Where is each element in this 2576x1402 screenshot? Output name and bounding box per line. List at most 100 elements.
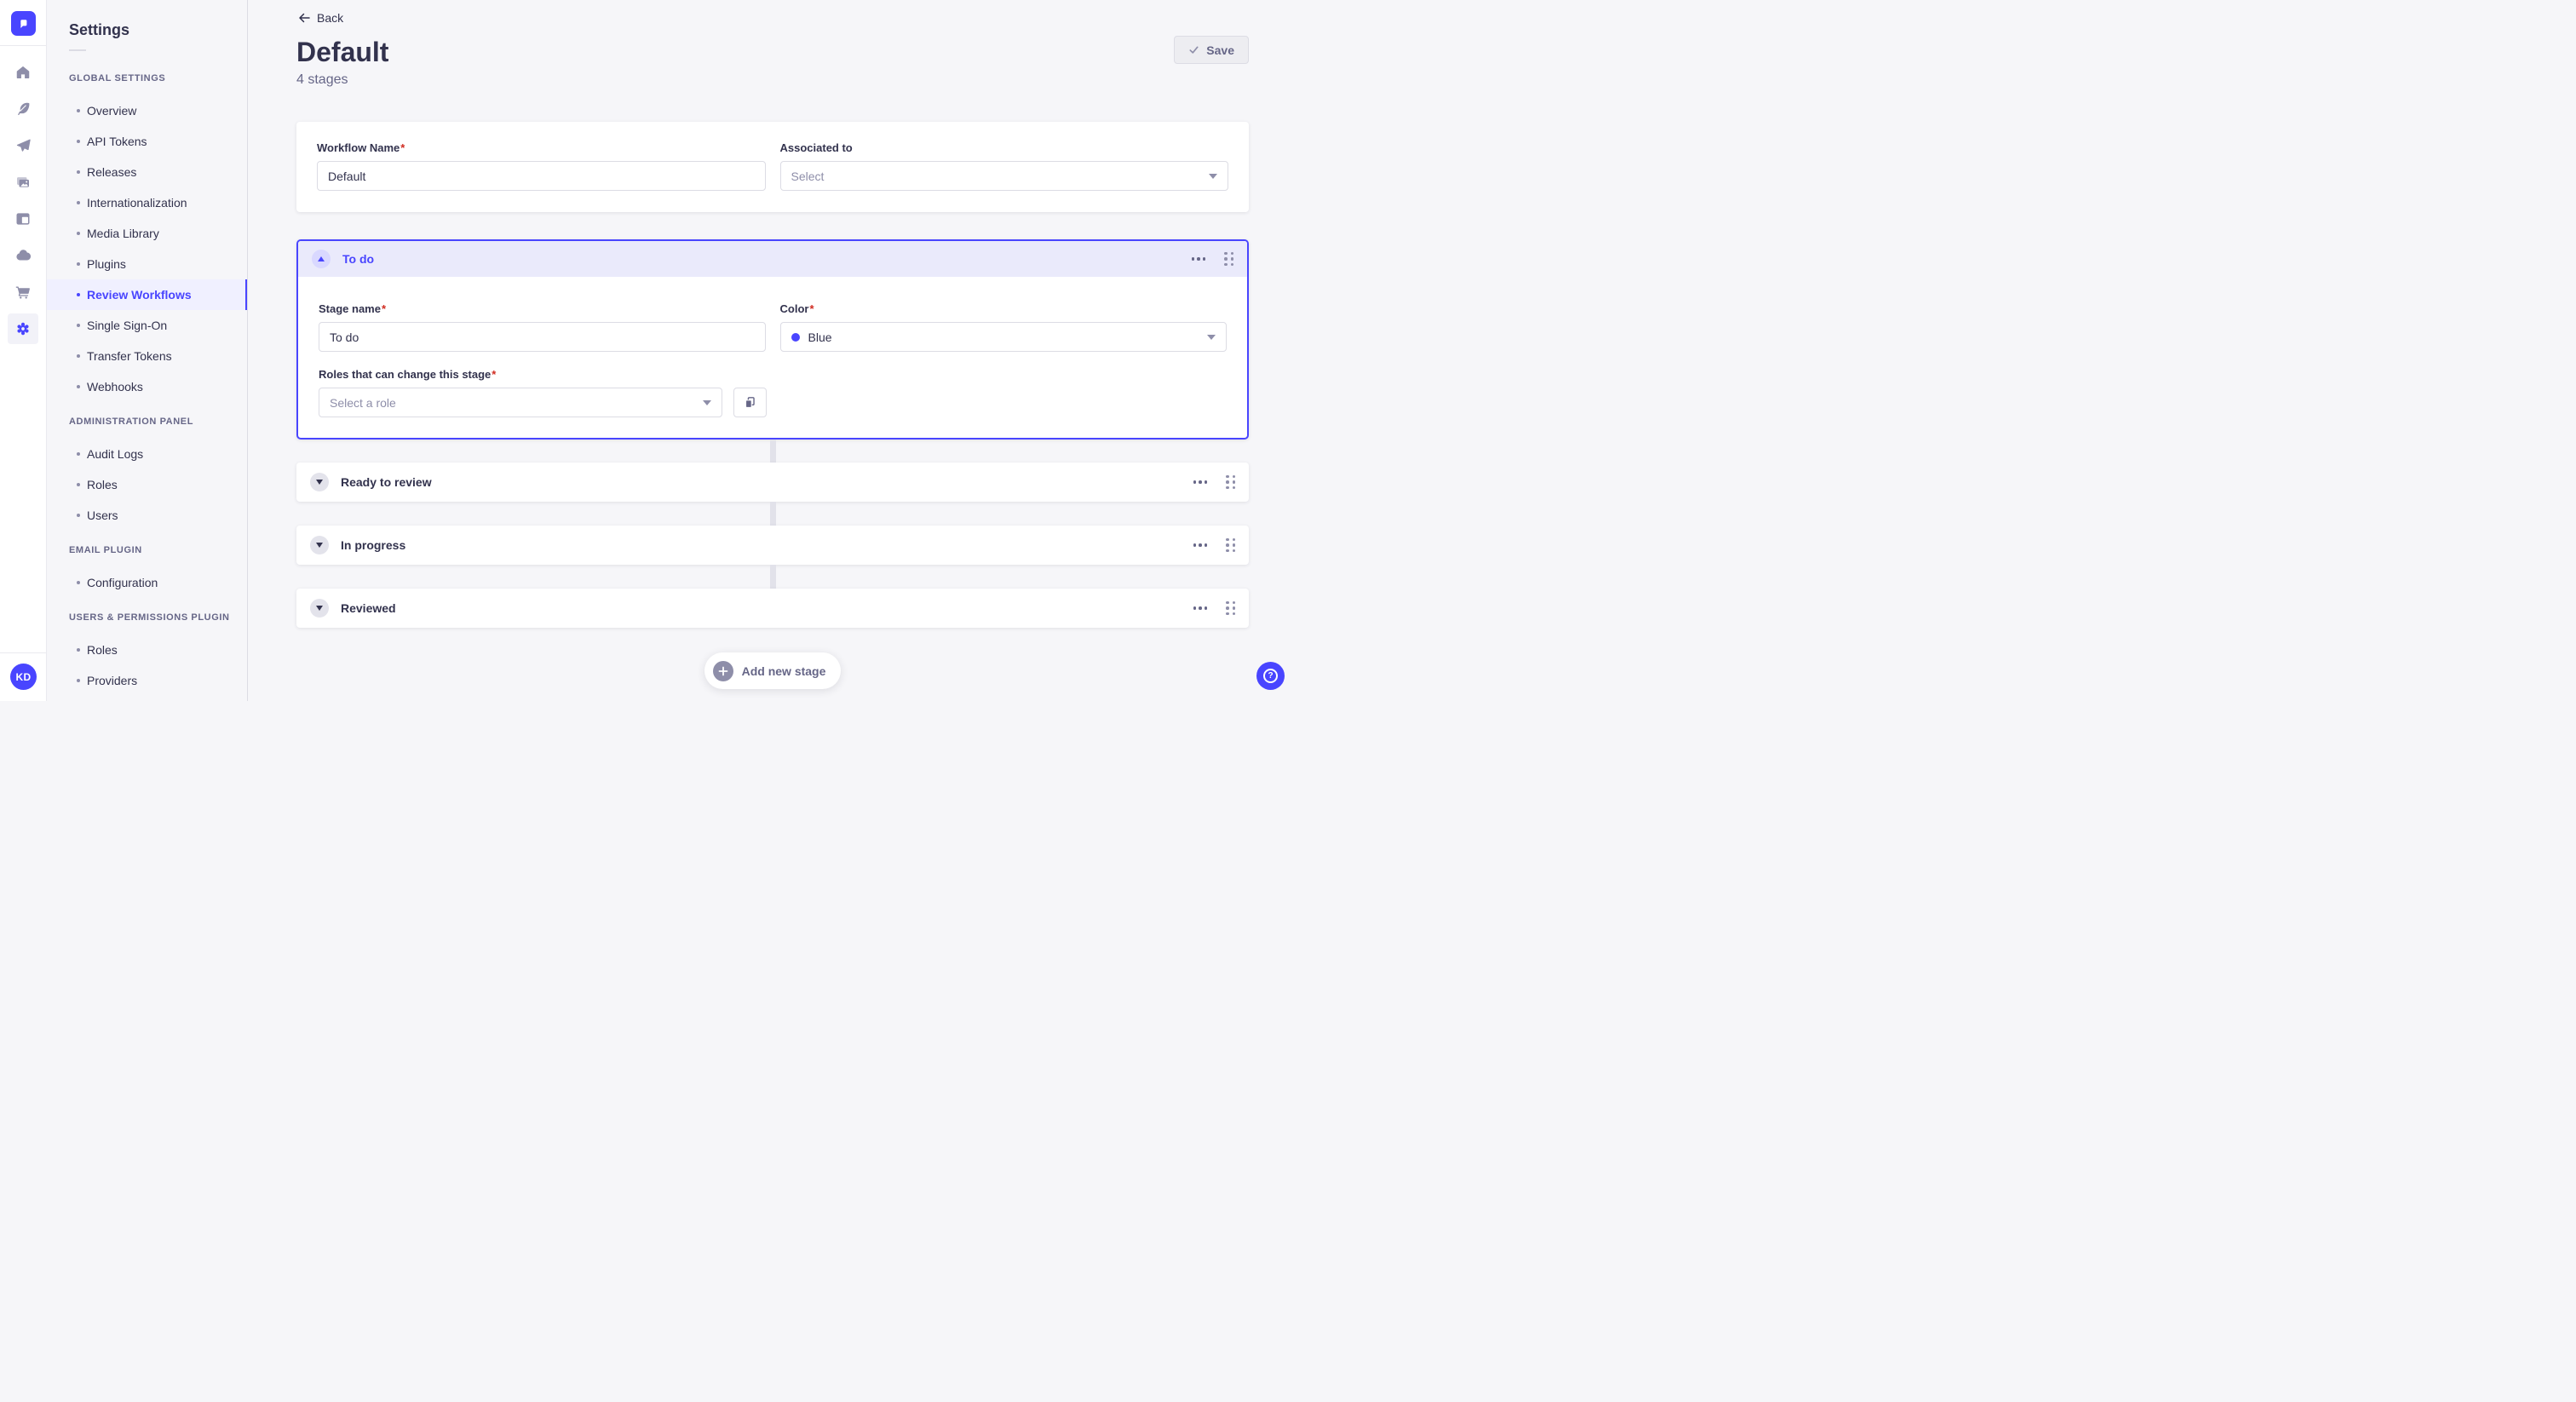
cloud-icon[interactable] xyxy=(8,240,38,271)
sidebar-item-label: Releases xyxy=(87,165,137,179)
sidebar-item-admin-roles[interactable]: Roles xyxy=(47,469,247,500)
sidebar-item-label: Users xyxy=(87,509,118,522)
sidebar-item-single-sign-on[interactable]: Single Sign-On xyxy=(47,310,247,341)
back-link[interactable]: Back xyxy=(296,9,343,27)
cart-icon[interactable] xyxy=(8,277,38,307)
chevron-down-icon xyxy=(316,543,323,548)
sidebar-item-media-library[interactable]: Media Library xyxy=(47,218,247,249)
workflow-editor: Workflow Name* Associated to Select xyxy=(296,122,1249,689)
stage-name-label: Stage name * xyxy=(319,302,387,315)
stage-card-in-progress[interactable]: In progress xyxy=(296,526,1249,565)
sidebar-item-label: Configuration xyxy=(87,576,158,589)
collapse-stage-button[interactable] xyxy=(312,250,331,268)
feather-icon[interactable] xyxy=(8,94,38,124)
sidebar-item-review-workflows[interactable]: Review Workflows xyxy=(47,279,247,310)
associated-to-select[interactable]: Select xyxy=(779,161,1228,191)
sidebar-item-api-tokens[interactable]: API Tokens xyxy=(47,126,247,157)
bullet-icon xyxy=(77,385,80,388)
stage-roles-field: Roles that can change this stage * Select… xyxy=(319,368,767,417)
bullet-icon xyxy=(77,679,80,682)
chevron-up-icon xyxy=(318,256,325,261)
bullet-icon xyxy=(77,354,80,358)
main-content: Back Default 4 stages Save Workflow Name… xyxy=(248,0,1288,701)
duplicate-roles-button[interactable] xyxy=(733,388,767,417)
sidebar-item-providers[interactable]: Providers xyxy=(47,665,247,696)
sidebar-item-configuration[interactable]: Configuration xyxy=(47,567,247,598)
required-marker: * xyxy=(492,368,497,381)
stage-card-reviewed[interactable]: Reviewed xyxy=(296,589,1249,628)
stage-card-ready-to-review[interactable]: Ready to review xyxy=(296,463,1249,502)
gear-icon[interactable] xyxy=(8,313,38,344)
workflow-name-field: Workflow Name * xyxy=(317,141,766,192)
home-icon[interactable] xyxy=(8,57,38,88)
sidebar-item-plugins[interactable]: Plugins xyxy=(47,249,247,279)
select-placeholder: Select a role xyxy=(330,395,396,410)
stage-list: To do Stage name * xyxy=(296,239,1249,689)
chevron-down-icon xyxy=(316,606,323,611)
add-new-stage-label: Add new stage xyxy=(741,664,826,678)
section-global-settings: GLOBAL SETTINGS Overview API Tokens Rele… xyxy=(47,73,247,402)
section-administration-panel: ADMINISTRATION PANEL Audit Logs Roles Us… xyxy=(47,417,247,531)
strapi-logo[interactable] xyxy=(10,11,36,36)
required-marker: * xyxy=(381,302,387,315)
bullet-icon xyxy=(77,514,80,517)
save-button[interactable]: Save xyxy=(1174,36,1249,64)
back-arrow-icon xyxy=(299,13,310,23)
color-select[interactable]: Blue xyxy=(779,322,1227,352)
section-email-plugin: EMAIL PLUGIN Configuration xyxy=(47,545,247,598)
sidebar-item-up-roles[interactable]: Roles xyxy=(47,635,247,665)
sidebar-item-transfer-tokens[interactable]: Transfer Tokens xyxy=(47,341,247,371)
rail-footer-divider xyxy=(0,652,46,653)
chevron-down-icon xyxy=(1207,334,1216,340)
stage-name-input[interactable] xyxy=(319,322,766,352)
color-label: Color * xyxy=(779,302,814,315)
bullet-icon xyxy=(77,232,80,235)
help-button[interactable]: ? xyxy=(1256,662,1285,690)
stage-actions xyxy=(1193,537,1235,553)
layout-icon[interactable] xyxy=(8,204,38,234)
sidebar-title-divider xyxy=(69,49,86,51)
bullet-icon xyxy=(77,201,80,204)
sidebar-item-label: Providers xyxy=(87,674,138,687)
workflow-name-label: Workflow Name * xyxy=(317,141,405,154)
back-label: Back xyxy=(317,11,344,25)
sidebar-item-internationalization[interactable]: Internationalization xyxy=(47,187,247,218)
sidebar-item-overview[interactable]: Overview xyxy=(47,95,247,126)
sidebar-item-webhooks[interactable]: Webhooks xyxy=(47,371,247,402)
sidebar-title: Settings xyxy=(69,21,130,38)
bullet-icon xyxy=(77,140,80,143)
icon-rail: KD xyxy=(0,0,47,701)
drag-handle-icon[interactable] xyxy=(1226,474,1235,490)
add-new-stage-button[interactable]: Add new stage xyxy=(704,652,842,689)
rail-divider xyxy=(0,45,46,46)
drag-handle-icon[interactable] xyxy=(1226,600,1235,616)
workflow-name-input[interactable] xyxy=(317,161,766,191)
bullet-icon xyxy=(77,452,80,456)
sidebar-item-label: Webhooks xyxy=(87,380,143,394)
drag-handle-icon[interactable] xyxy=(1226,537,1235,553)
chevron-down-icon xyxy=(1209,173,1217,179)
stage-header-to-do[interactable]: To do xyxy=(298,241,1247,277)
sidebar-item-audit-logs[interactable]: Audit Logs xyxy=(47,439,247,469)
sidebar-item-users[interactable]: Users xyxy=(47,500,247,531)
media-library-icon[interactable] xyxy=(8,167,38,198)
more-options-icon[interactable] xyxy=(1193,603,1207,613)
roles-select[interactable]: Select a role xyxy=(319,388,722,417)
strapi-logo-icon xyxy=(20,20,26,28)
bullet-icon xyxy=(77,262,80,266)
duplicate-icon xyxy=(745,397,755,408)
more-options-icon[interactable] xyxy=(1193,477,1207,487)
avatar[interactable]: KD xyxy=(10,664,37,690)
sidebar-item-releases[interactable]: Releases xyxy=(47,157,247,187)
stage-card-to-do: To do Stage name * xyxy=(296,239,1249,440)
paper-plane-icon[interactable] xyxy=(8,130,38,161)
expand-stage-button[interactable] xyxy=(310,473,329,491)
expand-stage-button[interactable] xyxy=(310,536,329,554)
expand-stage-button[interactable] xyxy=(310,599,329,618)
drag-handle-icon[interactable] xyxy=(1224,251,1233,267)
more-options-icon[interactable] xyxy=(1193,540,1207,550)
more-options-icon[interactable] xyxy=(1191,254,1205,264)
color-value: Blue xyxy=(808,330,832,344)
bullet-icon xyxy=(77,293,80,296)
settings-sidebar: Settings GLOBAL SETTINGS Overview API To… xyxy=(47,0,248,701)
